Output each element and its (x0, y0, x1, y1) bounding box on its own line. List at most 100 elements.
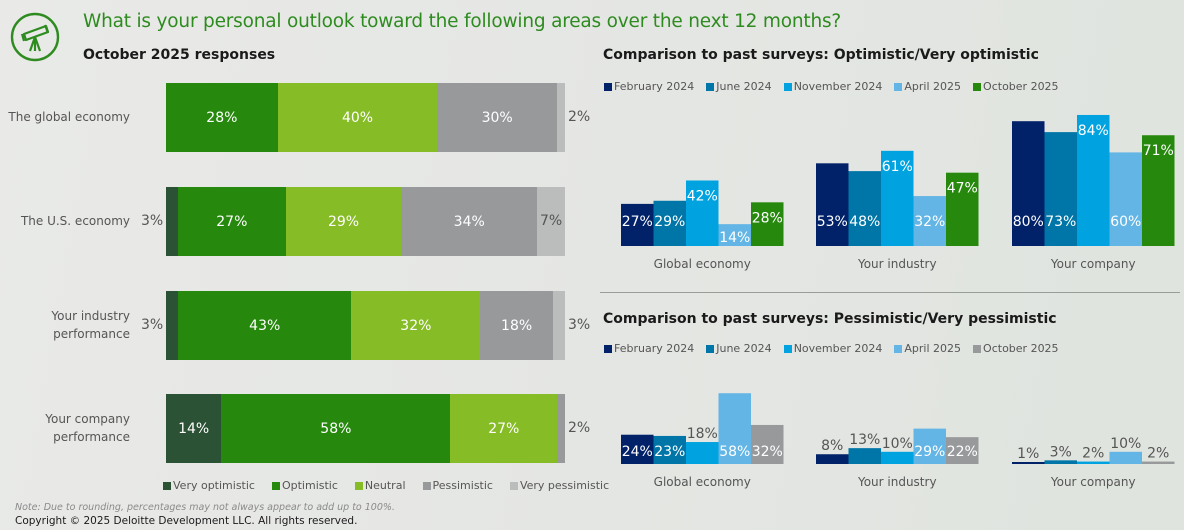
optimistic-legend: February 2024 June 2024 November 2024 April… (604, 80, 1059, 93)
legend-swatch (354, 481, 363, 490)
data-label: 73% (1045, 214, 1076, 230)
data-label-right: 2% (568, 420, 591, 436)
divider (600, 292, 1180, 293)
optimistic-chart-title: Comparison to past surveys: Optimistic/V… (603, 47, 1039, 63)
legend-swatch (509, 481, 518, 490)
bar-segment-very-optimistic: 14% (166, 394, 222, 463)
bar (1142, 461, 1175, 464)
data-label: 14% (178, 420, 210, 437)
legend-label: November 2024 (793, 342, 883, 355)
data-label-left: 3% (141, 213, 164, 229)
legend-item: Optimistic (271, 479, 338, 492)
legend-item: June 2024 (706, 80, 772, 93)
legend-swatch (422, 481, 431, 490)
data-label-right: 7% (540, 213, 563, 229)
data-label: 29% (327, 213, 360, 230)
legend-label: February 2024 (614, 342, 695, 355)
legend-label: Very optimistic (173, 479, 255, 492)
bar (621, 434, 654, 464)
bar (881, 451, 914, 464)
legend-swatch (973, 82, 982, 91)
legend-item: April 2025 (894, 342, 961, 355)
legend-swatch (706, 344, 715, 353)
legend-label: November 2024 (793, 80, 883, 93)
row-label: The global economy (8, 110, 130, 124)
data-label: 60% (1110, 214, 1141, 230)
data-label: 22% (947, 444, 978, 460)
legend-item: April 2025 (894, 80, 961, 93)
bar (653, 435, 686, 464)
bar-segment-neutral: 27% (450, 394, 558, 463)
legend-item: November 2024 (783, 342, 883, 355)
legend-swatch (604, 344, 612, 353)
bar (686, 180, 719, 246)
pessimistic-legend: February 2024 June 2024 November 2024 April… (604, 342, 1059, 355)
bar-segment-pessimistic (557, 394, 565, 463)
data-label: 27% (488, 420, 520, 437)
legend-label: October 2025 (983, 80, 1059, 93)
left-chart-title: October 2025 responses (83, 47, 276, 63)
data-label: 3% (1050, 444, 1072, 460)
bar-segment-optimistic: 27% (177, 187, 286, 256)
data-label: 10% (882, 436, 913, 452)
legend-label: June 2024 (716, 342, 772, 355)
data-label: 24% (622, 444, 653, 460)
legend-label: February 2024 (614, 80, 695, 93)
data-label: 30% (481, 109, 513, 126)
data-label: 84% (1078, 123, 1109, 139)
stacked-bar-row: 43% 32% 18% (166, 291, 565, 360)
bar (816, 163, 849, 246)
bar-segment-very-optimistic (166, 187, 178, 256)
legend-item: Very optimistic (163, 479, 255, 492)
bar (881, 150, 914, 246)
bar (653, 200, 686, 246)
legend-item: Neutral (354, 479, 406, 492)
bar (686, 442, 719, 464)
data-label: 14% (719, 230, 750, 246)
data-label: 2% (1147, 446, 1169, 462)
legend-label: Neutral (364, 479, 406, 492)
stacked-bar-row: 14% 58% 27% (166, 394, 565, 463)
bar-segment-pessimistic: 30% (437, 83, 557, 152)
legend-item: October 2025 (973, 342, 1059, 355)
row-label: Your industry performance (51, 309, 130, 341)
legend-label: Very pessimistic (519, 479, 610, 492)
data-label: 61% (882, 159, 913, 175)
legend-label: June 2024 (716, 80, 772, 93)
bar (1012, 462, 1045, 464)
legend-swatch (706, 82, 715, 91)
data-label-right: 2% (568, 109, 591, 125)
legend-swatch (894, 82, 903, 91)
bar (946, 437, 979, 464)
bar-segment-neutral: 29% (285, 187, 402, 256)
bar-segment-very-pessimistic (537, 187, 565, 256)
bar-segment-neutral: 40% (277, 83, 438, 152)
pessimistic-chart-title: Comparison to past surveys: Pessimistic/… (603, 311, 1057, 327)
legend-label: Optimistic (281, 479, 338, 492)
bar (718, 224, 751, 246)
bar-segment-pessimistic: 18% (480, 291, 553, 360)
bar (1109, 451, 1142, 464)
data-label: 32% (400, 317, 432, 334)
bar-segment-very-optimistic (166, 291, 179, 360)
bar-segment-very-pessimistic (552, 291, 565, 360)
bar-segment-optimistic: 43% (178, 291, 352, 360)
stacked-bar-row: 28% 40% 30% (166, 83, 565, 152)
bar (1044, 460, 1077, 464)
category-label: Global economy (653, 475, 751, 489)
bar (913, 428, 946, 464)
data-label: 40% (341, 109, 374, 126)
bar-segment-optimistic: 58% (221, 394, 451, 463)
bar-segment-neutral: 32% (351, 291, 481, 360)
legend-item: February 2024 (604, 342, 694, 355)
data-label-left: 3% (141, 317, 164, 333)
data-label: 13% (849, 432, 880, 448)
category-label: Your industry (857, 475, 937, 489)
data-label: 43% (249, 317, 281, 334)
category-label: Global economy (653, 257, 751, 271)
legend-label: Pessimistic (432, 479, 493, 492)
bar (913, 196, 946, 246)
bar (751, 202, 784, 246)
category-label: Your industry (857, 257, 937, 271)
